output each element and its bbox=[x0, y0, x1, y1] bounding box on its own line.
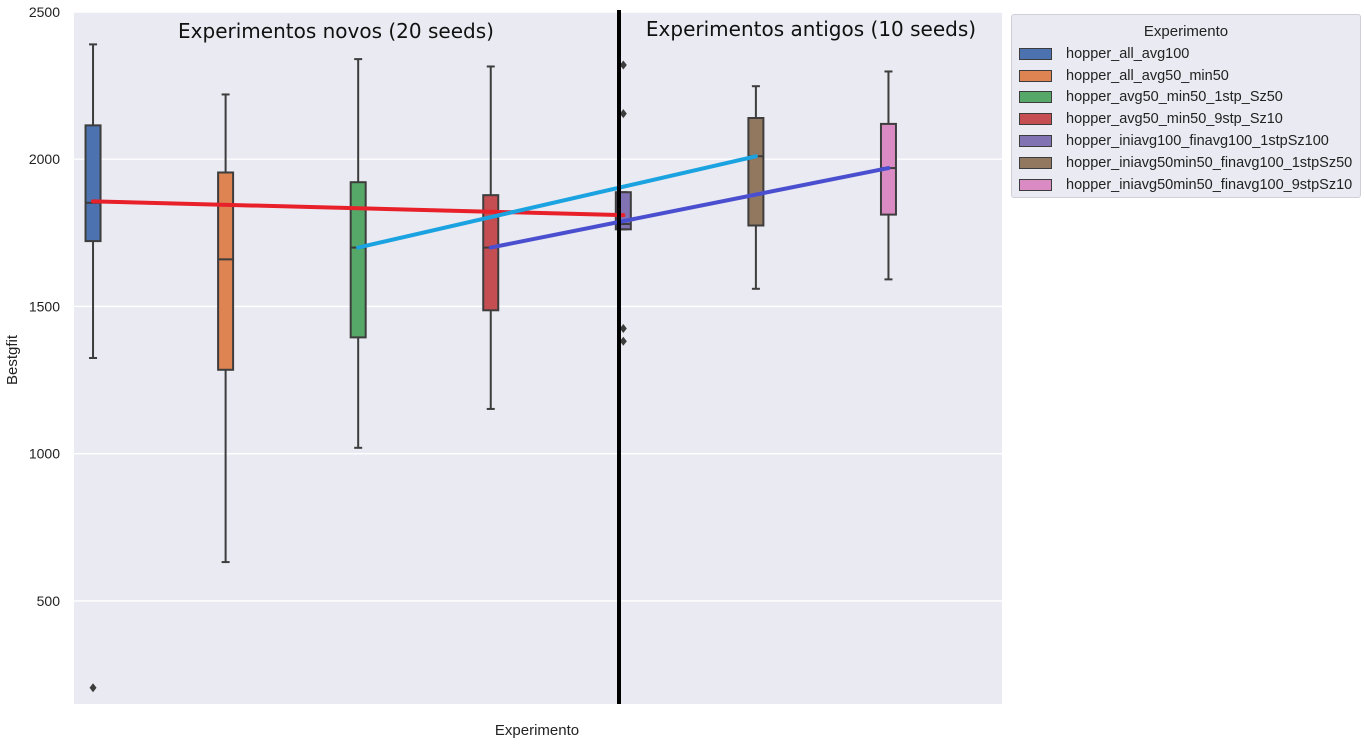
legend-item: hopper_iniavg100_finavg100_1stpSz100 bbox=[1012, 130, 1360, 152]
legend-item: hopper_avg50_min50_9stp_Sz10 bbox=[1012, 108, 1360, 130]
legend-label: hopper_avg50_min50_1stp_Sz50 bbox=[1066, 89, 1283, 106]
outlier-point bbox=[619, 336, 627, 346]
legend-item: hopper_iniavg50min50_finavg100_1stpSz50 bbox=[1012, 152, 1360, 174]
boxes-layer bbox=[84, 43, 897, 693]
iqr-box bbox=[349, 181, 367, 339]
box-1 bbox=[84, 43, 102, 693]
iqr-box bbox=[84, 124, 102, 243]
legend-swatch bbox=[1019, 91, 1052, 104]
legend-item: hopper_avg50_min50_1stp_Sz50 bbox=[1012, 87, 1360, 109]
iqr-box bbox=[217, 171, 235, 371]
trend-line-2 bbox=[356, 154, 758, 250]
legend-swatch bbox=[1019, 69, 1052, 82]
plot-background bbox=[74, 12, 1002, 704]
annotation-new-experiments: Experimentos novos (20 seeds) bbox=[178, 19, 494, 43]
legend: Experimento hopper_all_avg100 hopper_all_… bbox=[1011, 14, 1361, 198]
legend-title: Experimento bbox=[1143, 23, 1229, 40]
trend-line-3 bbox=[488, 166, 891, 250]
outlier-point bbox=[89, 683, 97, 693]
iqr-box bbox=[747, 117, 765, 227]
box-3 bbox=[349, 58, 367, 449]
legend-item: hopper_iniavg50min50_finavg100_9stpSz10 bbox=[1012, 174, 1360, 196]
box-4 bbox=[482, 65, 500, 410]
legend-label: hopper_all_avg50_min50 bbox=[1066, 67, 1229, 84]
trend-lines-layer bbox=[91, 154, 891, 250]
legend-item: hopper_all_avg100 bbox=[1012, 43, 1360, 65]
plot-area bbox=[74, 12, 1002, 704]
y-tick-label: 1500 bbox=[29, 298, 60, 314]
y-axis-ticks: 500 1000 1500 2000 2500 bbox=[29, 4, 60, 609]
legend-label: hopper_avg50_min50_9stp_Sz10 bbox=[1066, 111, 1283, 128]
outlier-point bbox=[619, 324, 627, 334]
box-2 bbox=[217, 93, 235, 564]
y-axis-label: Bestgfit bbox=[4, 334, 21, 385]
outlier-point bbox=[619, 60, 627, 70]
trend-line-1 bbox=[91, 199, 626, 218]
legend-item: hopper_all_avg50_min50 bbox=[1012, 65, 1360, 87]
iqr-box bbox=[482, 194, 500, 312]
x-axis-label: Experimento bbox=[495, 722, 579, 739]
legend-swatch bbox=[1019, 156, 1052, 169]
legend-swatch bbox=[1019, 113, 1052, 126]
legend-label: hopper_iniavg50min50_finavg100_1stpSz50 bbox=[1066, 154, 1353, 171]
y-tick-label: 2500 bbox=[29, 4, 60, 20]
legend-label: hopper_iniavg50min50_finavg100_9stpSz10 bbox=[1066, 176, 1353, 193]
legend-swatch bbox=[1019, 178, 1052, 191]
legend-swatch bbox=[1019, 135, 1052, 148]
legend-label: hopper_all_avg100 bbox=[1066, 45, 1190, 62]
annotation-old-experiments: Experimentos antigos (10 seeds) bbox=[646, 17, 976, 41]
legend-label: hopper_iniavg100_finavg100_1stpSz100 bbox=[1066, 133, 1329, 150]
y-tick-label: 2000 bbox=[29, 151, 60, 167]
legend-swatch bbox=[1019, 47, 1052, 60]
y-tick-label: 1000 bbox=[29, 446, 60, 462]
outlier-point bbox=[619, 109, 627, 119]
y-tick-label: 500 bbox=[37, 593, 61, 609]
